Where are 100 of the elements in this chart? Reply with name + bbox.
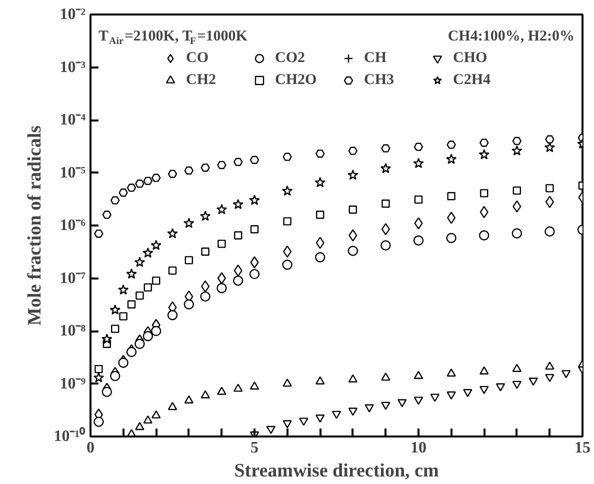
point [382,200,390,208]
point [512,380,522,389]
point [381,144,390,152]
point [316,414,325,423]
point [381,402,390,410]
point [348,229,358,242]
y-tick-label: 10⁻³ [60,58,86,76]
point [381,372,390,381]
point [398,399,407,408]
point [414,217,423,230]
point [545,362,554,370]
point [234,231,242,240]
point [234,384,243,392]
x-tick-label: 15 [574,440,590,456]
legend-label: CH3 [364,72,395,88]
point [201,248,210,256]
point [144,283,152,292]
point [152,174,161,182]
point [380,162,392,174]
point [110,370,120,382]
point [250,381,260,390]
legend-label: CH2O [275,72,318,88]
point [94,416,104,427]
point [479,230,490,240]
y-tick-label: 10⁻⁷ [60,270,86,287]
point [200,164,210,172]
point [528,378,538,386]
point [184,218,194,228]
point [167,228,178,238]
legend-label: CH [364,50,388,66]
point [167,310,178,320]
point [413,235,424,246]
point [282,260,292,270]
point [249,268,260,280]
point [200,390,210,398]
point [348,246,358,256]
point [216,283,227,294]
point [217,272,226,284]
point [168,266,177,275]
point [168,402,178,410]
point [142,247,154,258]
point [546,184,554,192]
point [316,236,324,249]
point [200,210,211,221]
point [414,195,423,204]
legend-label: CHO [453,50,488,66]
legend-label: CO2 [275,50,306,66]
point [446,232,456,244]
point [512,145,522,156]
point [414,396,424,405]
legend-label: CH2 [186,72,217,88]
point [150,240,162,250]
point [135,180,144,188]
point [233,276,244,286]
point [134,338,145,349]
point [119,312,128,320]
annotation: CH4:100%, H2:0% [448,28,575,44]
y-tick-label: 10⁻⁶ [60,217,86,234]
point [430,394,440,402]
point [217,386,226,395]
point [94,364,103,374]
point [348,170,358,180]
point [184,299,194,310]
x-tick-label: 10 [410,440,426,456]
point [266,426,276,434]
point [216,204,228,214]
point [152,276,160,285]
point [142,331,153,342]
point [512,136,522,146]
point [478,149,490,160]
point [143,176,152,185]
point [282,420,292,428]
point [463,389,472,398]
point [250,156,260,164]
point [348,206,357,214]
point [332,410,342,419]
point [282,152,292,161]
point [364,404,374,412]
point [232,198,244,210]
point [111,324,120,333]
point [562,370,571,378]
point [380,240,391,250]
point [94,230,104,238]
y-tick-label: 10⁻¹⁰ [54,427,86,445]
point [134,256,146,268]
point [126,268,137,279]
point [314,177,326,188]
point [118,284,129,295]
point [93,372,104,382]
point [414,142,424,151]
point [414,370,424,379]
point [315,252,326,262]
point [126,346,137,358]
point [184,395,194,404]
point [480,138,489,147]
point [480,386,489,394]
point [250,256,259,268]
point [512,364,522,372]
point [545,374,554,382]
y-tick-label: 10⁻⁹ [60,375,86,392]
